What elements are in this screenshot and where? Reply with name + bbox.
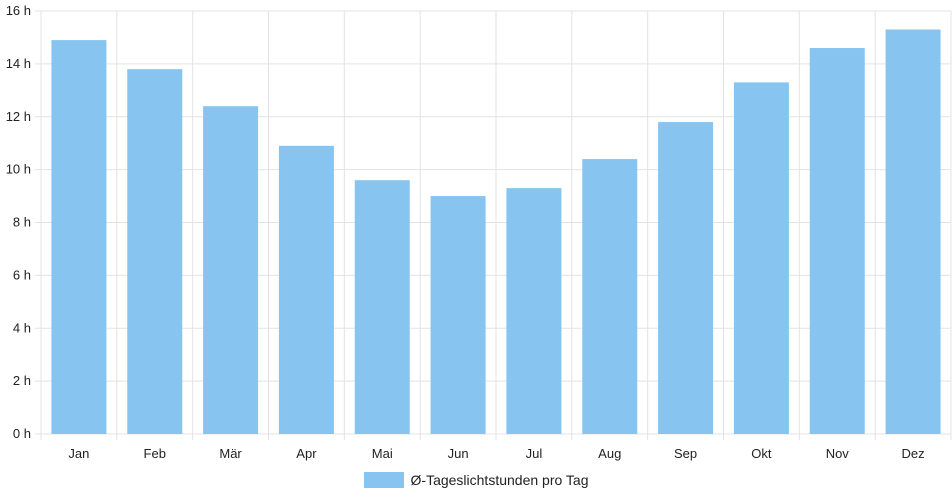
x-tick-label: Feb (144, 446, 166, 461)
y-tick-label: 10 h (6, 162, 31, 177)
y-tick-label: 4 h (13, 320, 31, 335)
bar-mär (203, 106, 259, 435)
x-tick-label: Aug (598, 446, 621, 461)
bar-mai (354, 180, 410, 434)
x-tick-label: Mai (372, 446, 393, 461)
bar-nov (809, 48, 865, 434)
x-tick-label: Okt (751, 446, 772, 461)
x-tick-label: Dez (902, 446, 925, 461)
bar-sep (658, 122, 714, 434)
bar-jun (430, 196, 486, 434)
daylight-bar-chart: 0 h 2 h 4 h 6 h 8 h 10 h 12 h 14 h 16 h Jan Feb Mär… (6, 3, 952, 461)
legend-swatch (363, 472, 404, 488)
bar-dez (885, 29, 941, 434)
x-tick-label: Jan (68, 446, 89, 461)
y-tick-label: 8 h (13, 215, 31, 230)
x-tick-label: Sep (674, 446, 697, 461)
y-tick-label: 14 h (6, 56, 31, 71)
bar-jul (506, 188, 562, 434)
y-tick-label: 6 h (13, 267, 31, 282)
y-tick-label: 16 h (6, 3, 31, 18)
bar-apr (278, 145, 334, 435)
x-tick-label: Nov (826, 446, 850, 461)
bar-jan (51, 40, 107, 435)
x-tick-label: Jun (448, 446, 469, 461)
y-tick-label: 12 h (6, 109, 31, 124)
y-tick-label: 2 h (13, 373, 31, 388)
y-tick-label: 0 h (13, 426, 31, 441)
legend: Ø-Tageslichtstunden pro Tag (0, 472, 952, 488)
x-tick-label: Mär (219, 446, 242, 461)
bar-okt (733, 82, 789, 434)
bar-feb (127, 69, 183, 434)
legend-label: Ø-Tageslichtstunden pro Tag (410, 472, 589, 488)
x-tick-label: Apr (296, 446, 317, 461)
bar-aug (582, 159, 638, 435)
x-tick-label: Jul (526, 446, 543, 461)
